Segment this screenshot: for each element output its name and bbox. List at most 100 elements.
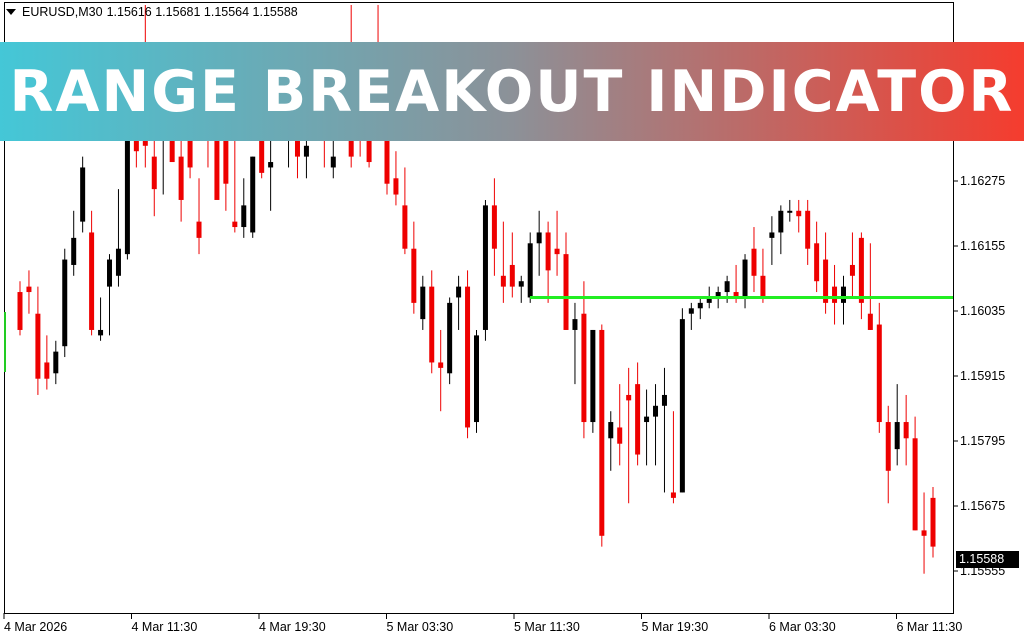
y-tick-label: 1.15915: [960, 369, 1005, 383]
candle-body: [429, 286, 435, 363]
candle-body: [259, 124, 265, 173]
y-tick-label: 1.16275: [960, 174, 1005, 188]
candle-body: [232, 221, 238, 228]
chevron-down-icon[interactable]: [6, 9, 16, 15]
candle-body: [858, 237, 864, 303]
candle-body: [53, 351, 59, 374]
candle-body: [912, 438, 918, 531]
promo-banner: RANGE BREAKOUT INDICATOR: [0, 42, 1024, 141]
candle-body: [849, 264, 855, 276]
candle-body: [626, 394, 632, 401]
candle-body: [617, 427, 623, 444]
y-tick-label: 1.16035: [960, 304, 1005, 318]
x-tick-label: 6 Mar 11:30: [897, 620, 963, 634]
candle-body: [384, 124, 390, 184]
candle-body: [250, 156, 256, 233]
candle-body: [787, 210, 793, 213]
candle-body: [491, 205, 497, 249]
candle-body: [474, 335, 479, 423]
candle-body: [438, 362, 444, 368]
candle-body: [644, 416, 650, 423]
candle-body: [393, 178, 399, 195]
candle-body: [214, 134, 220, 200]
plot-border: [4, 2, 954, 614]
candle-body: [921, 530, 927, 536]
x-tick-label: 5 Mar 19:30: [642, 620, 709, 634]
current-price-tag: 1.15588: [956, 551, 1019, 568]
candle-body: [760, 275, 766, 298]
y-tick-label: 1.15675: [960, 499, 1005, 513]
candle-body: [124, 69, 130, 255]
candle-body: [670, 492, 676, 498]
candle-body: [876, 324, 882, 423]
candle-body: [294, 140, 300, 157]
x-tick-label: 4 Mar 11:30: [132, 620, 198, 634]
symbol-info-bar: EURUSD,M30 1.15616 1.15681 1.15564 1.155…: [6, 5, 298, 19]
candle-body: [769, 232, 775, 238]
candle-body: [572, 319, 578, 330]
candle-body: [115, 248, 121, 276]
x-tick-label: 4 Mar 19:30: [259, 620, 326, 634]
candle-body: [26, 286, 32, 293]
symbol-label: EURUSD,M30: [22, 5, 103, 19]
y-tick-label: 1.15795: [960, 434, 1005, 448]
candle-body: [71, 237, 77, 265]
candle-body: [62, 259, 68, 347]
candle-body: [885, 422, 891, 471]
candle-body: [482, 205, 488, 330]
candle-body: [411, 248, 417, 303]
candle-body: [823, 259, 829, 303]
candle-body: [447, 302, 453, 374]
candle-body: [733, 292, 739, 298]
candle-body: [196, 221, 202, 238]
candle-body: [178, 156, 184, 200]
candle-body: [330, 156, 336, 168]
banner-title: RANGE BREAKOUT INDICATOR: [9, 58, 1015, 125]
candle-body: [661, 394, 667, 406]
candle-body: [17, 292, 23, 330]
candle-body: [44, 362, 50, 379]
candle-body: [635, 384, 641, 455]
y-tick-label: 1.16155: [960, 239, 1005, 253]
candle-body: [465, 286, 471, 428]
candle-body: [706, 297, 712, 303]
candle-body: [545, 232, 551, 271]
candle-body: [500, 275, 506, 287]
candle-body: [420, 286, 426, 320]
plot-area-frame: [4, 2, 954, 614]
candle-body: [456, 286, 462, 298]
candle-body: [35, 313, 41, 379]
candle-body: [536, 232, 542, 244]
candle-body: [107, 259, 113, 287]
candle-body: [268, 162, 274, 168]
candle-body: [688, 308, 694, 314]
candle-body: [796, 210, 802, 217]
candle-body: [840, 286, 846, 303]
candle-body: [223, 140, 229, 184]
candle-body: [80, 167, 86, 222]
x-tick-label: 5 Mar 11:30: [514, 620, 580, 634]
candle-body: [98, 329, 104, 336]
candle-body: [867, 313, 873, 330]
candle-body: [554, 248, 560, 255]
candle-body: [241, 205, 247, 228]
candle-body: [724, 281, 730, 293]
candle-body: [608, 422, 614, 439]
candle-body: [89, 232, 95, 330]
candle-body: [715, 292, 721, 298]
candle-body: [303, 145, 309, 157]
x-tick-label: 5 Mar 03:30: [387, 620, 454, 634]
x-tick-label: 4 Mar 2026: [4, 620, 67, 634]
candle-body: [527, 243, 533, 298]
candle-body: [402, 205, 408, 249]
candle-body: [653, 405, 659, 417]
candle-body: [697, 302, 703, 309]
candle-body: [581, 313, 587, 423]
candle-body: [903, 422, 909, 439]
candle-body: [742, 259, 748, 298]
candle-body: [151, 156, 157, 190]
candle-body: [832, 286, 838, 303]
candle-body: [563, 254, 569, 330]
candle-body: [930, 497, 936, 547]
